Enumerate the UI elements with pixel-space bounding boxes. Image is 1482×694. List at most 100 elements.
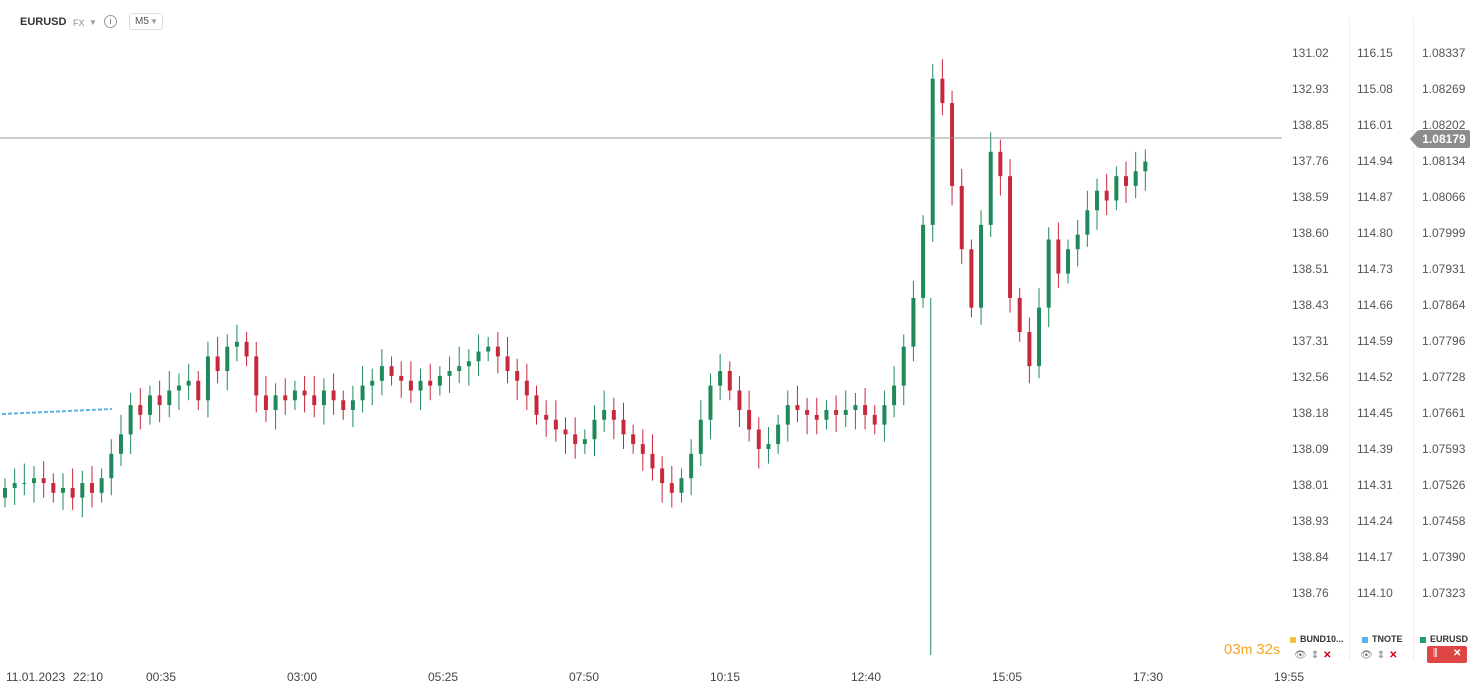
- candle-style-icon[interactable]: ⫼: [1433, 648, 1438, 659]
- price-axis-tick: 114.39: [1357, 442, 1393, 456]
- candle-down: [727, 371, 732, 391]
- price-axis-tick: 137.76: [1292, 154, 1329, 168]
- candle-up: [350, 400, 355, 410]
- tnote-overlay-line: [1, 408, 113, 415]
- candle-up: [1066, 249, 1071, 274]
- price-axis-tick: 138.60: [1292, 226, 1329, 240]
- candle-up: [118, 434, 123, 454]
- candle-down: [563, 429, 568, 435]
- candle-down: [544, 414, 549, 420]
- candle-down: [1124, 176, 1129, 186]
- candle-up: [205, 356, 210, 401]
- candle-down: [215, 356, 220, 372]
- close-icon[interactable]: ✕: [1323, 650, 1332, 661]
- candle-up: [853, 405, 858, 410]
- legend-swatch: [1290, 636, 1296, 643]
- candlestick-chart[interactable]: [0, 0, 1282, 660]
- sort-arrows-icon[interactable]: ⇕: [1376, 650, 1386, 661]
- candle-up: [379, 366, 384, 381]
- close-icon[interactable]: ✕: [1389, 650, 1398, 661]
- candle-down: [302, 390, 307, 396]
- price-axis-tick: 138.85: [1292, 118, 1329, 132]
- price-axis-tick: 138.01: [1292, 478, 1329, 492]
- eye-icon[interactable]: 👁: [1360, 650, 1373, 661]
- price-axis-tick: 114.45: [1357, 406, 1393, 420]
- candle-down: [505, 356, 510, 372]
- time-axis-label: 05:25: [428, 670, 459, 684]
- price-axis-tick: 138.43: [1292, 298, 1329, 312]
- candle-up: [466, 361, 471, 367]
- candle-down: [863, 405, 868, 415]
- candle-up: [689, 453, 694, 479]
- candle-up: [1037, 307, 1042, 367]
- candle-down: [51, 483, 56, 493]
- candle-down: [747, 410, 752, 430]
- candle-up: [486, 346, 491, 352]
- symbol-label[interactable]: EURUSD: [20, 16, 67, 28]
- legend-label: EURUSD: [1430, 634, 1469, 644]
- candle-up: [225, 346, 230, 372]
- time-axis-label: 15:05: [992, 670, 1023, 684]
- candle-up: [12, 483, 17, 488]
- price-axis-tick: 1.07864: [1422, 298, 1466, 312]
- candle-up: [109, 453, 114, 479]
- candle-up: [273, 395, 278, 410]
- price-axis-tick: 1.07931: [1422, 262, 1466, 276]
- price-axis-tick: 1.07390: [1422, 550, 1466, 564]
- candle-down: [1027, 332, 1032, 367]
- price-axis-tick: 114.31: [1357, 478, 1393, 492]
- candle-down: [254, 356, 259, 396]
- legend-label: BUND10...: [1300, 634, 1344, 644]
- price-axis-tick: 115.08: [1357, 82, 1393, 96]
- candle-down: [631, 434, 636, 445]
- price-axis-tick: 1.08337: [1422, 46, 1466, 60]
- candle-down: [138, 405, 143, 415]
- price-axis-tick: 1.07526: [1422, 478, 1466, 492]
- candle-up: [911, 297, 916, 347]
- countdown-minutes: 03: [1224, 641, 1241, 658]
- countdown-seconds-unit: s: [1272, 641, 1280, 657]
- price-axis-tick: 1.07796: [1422, 334, 1466, 348]
- candle-down: [157, 395, 162, 406]
- candle-down: [312, 395, 317, 406]
- candle-down: [940, 78, 945, 104]
- price-axis-tick: 138.51: [1292, 262, 1329, 276]
- legend-item-eurusd[interactable]: EURUSD: [1420, 634, 1468, 644]
- candle-up: [457, 366, 462, 372]
- eye-icon[interactable]: 👁: [1294, 650, 1307, 661]
- legend-item-tnote[interactable]: TNOTE: [1362, 634, 1403, 644]
- info-icon[interactable]: i: [104, 15, 117, 28]
- candle-down: [283, 395, 288, 401]
- legend-item-bund[interactable]: BUND10...: [1290, 634, 1344, 644]
- candle-down: [89, 483, 94, 493]
- candle-up: [1143, 161, 1148, 172]
- candle-up: [167, 390, 172, 406]
- close-icon[interactable]: ✕: [1453, 648, 1462, 659]
- time-axis-label: 17:30: [1133, 670, 1164, 684]
- time-axis-label: 00:35: [146, 670, 177, 684]
- candle-up: [292, 390, 297, 401]
- candle-up: [128, 405, 133, 435]
- symbol-dropdown-chevron-icon[interactable]: ▼: [89, 18, 97, 27]
- candle-countdown: 03m 32s: [1224, 641, 1280, 658]
- candle-up: [882, 405, 887, 425]
- price-axis-tick: 138.84: [1292, 550, 1329, 564]
- price-axis-tick: 138.59: [1292, 190, 1329, 204]
- price-axis-tick: 1.07323: [1422, 586, 1466, 600]
- price-axis-tick: 1.07999: [1422, 226, 1466, 240]
- legend-controls-eurusd: ⫼ ✕: [1427, 646, 1467, 663]
- candle-down: [534, 395, 539, 415]
- candle-down: [669, 483, 674, 493]
- sort-arrows-icon[interactable]: ⇕: [1310, 650, 1320, 661]
- price-axis-tick: 137.31: [1292, 334, 1329, 348]
- candle-down: [998, 151, 1003, 177]
- timeframe-select[interactable]: M5 ▼: [129, 13, 163, 30]
- candle-down: [805, 410, 810, 415]
- candle-up: [901, 346, 906, 386]
- legend-controls-bund: 👁 ⇕ ✕: [1294, 650, 1335, 661]
- candle-up: [602, 410, 607, 420]
- candle-up: [698, 419, 703, 454]
- candle-up: [447, 371, 452, 376]
- candle-up: [99, 478, 104, 493]
- candle-down: [244, 341, 249, 357]
